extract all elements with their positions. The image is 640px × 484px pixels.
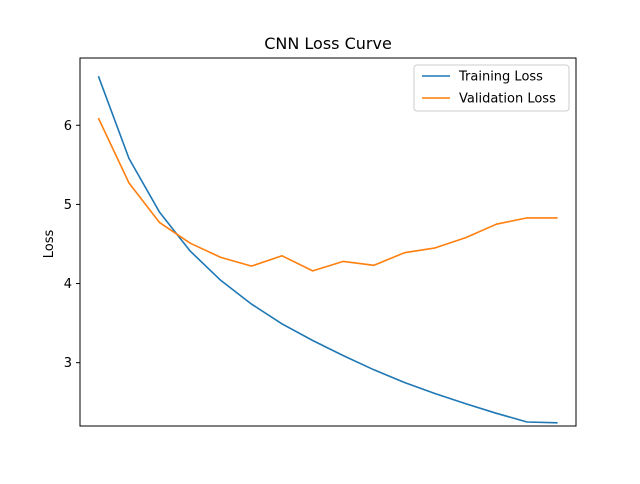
legend: Training Loss Validation Loss: [413, 64, 570, 112]
y-axis-label: Loss: [42, 230, 57, 259]
series-line-1: [97, 117, 558, 272]
y-tick-label: 5: [64, 198, 72, 213]
y-tick-label: 3: [64, 356, 72, 371]
legend-label: Training Loss: [458, 70, 543, 85]
chart-title: CNN Loss Curve: [264, 34, 392, 53]
y-tick-label: 4: [64, 277, 72, 292]
legend-label: Validation Loss: [459, 92, 556, 107]
series-line-0: [97, 75, 558, 424]
y-tick-label: 6: [64, 119, 72, 134]
plot-area-frame: [79, 57, 577, 427]
legend-box: [413, 64, 570, 112]
y-axis-ticks: 3 4 5 6: [64, 119, 80, 371]
series-lines: [97, 75, 558, 424]
